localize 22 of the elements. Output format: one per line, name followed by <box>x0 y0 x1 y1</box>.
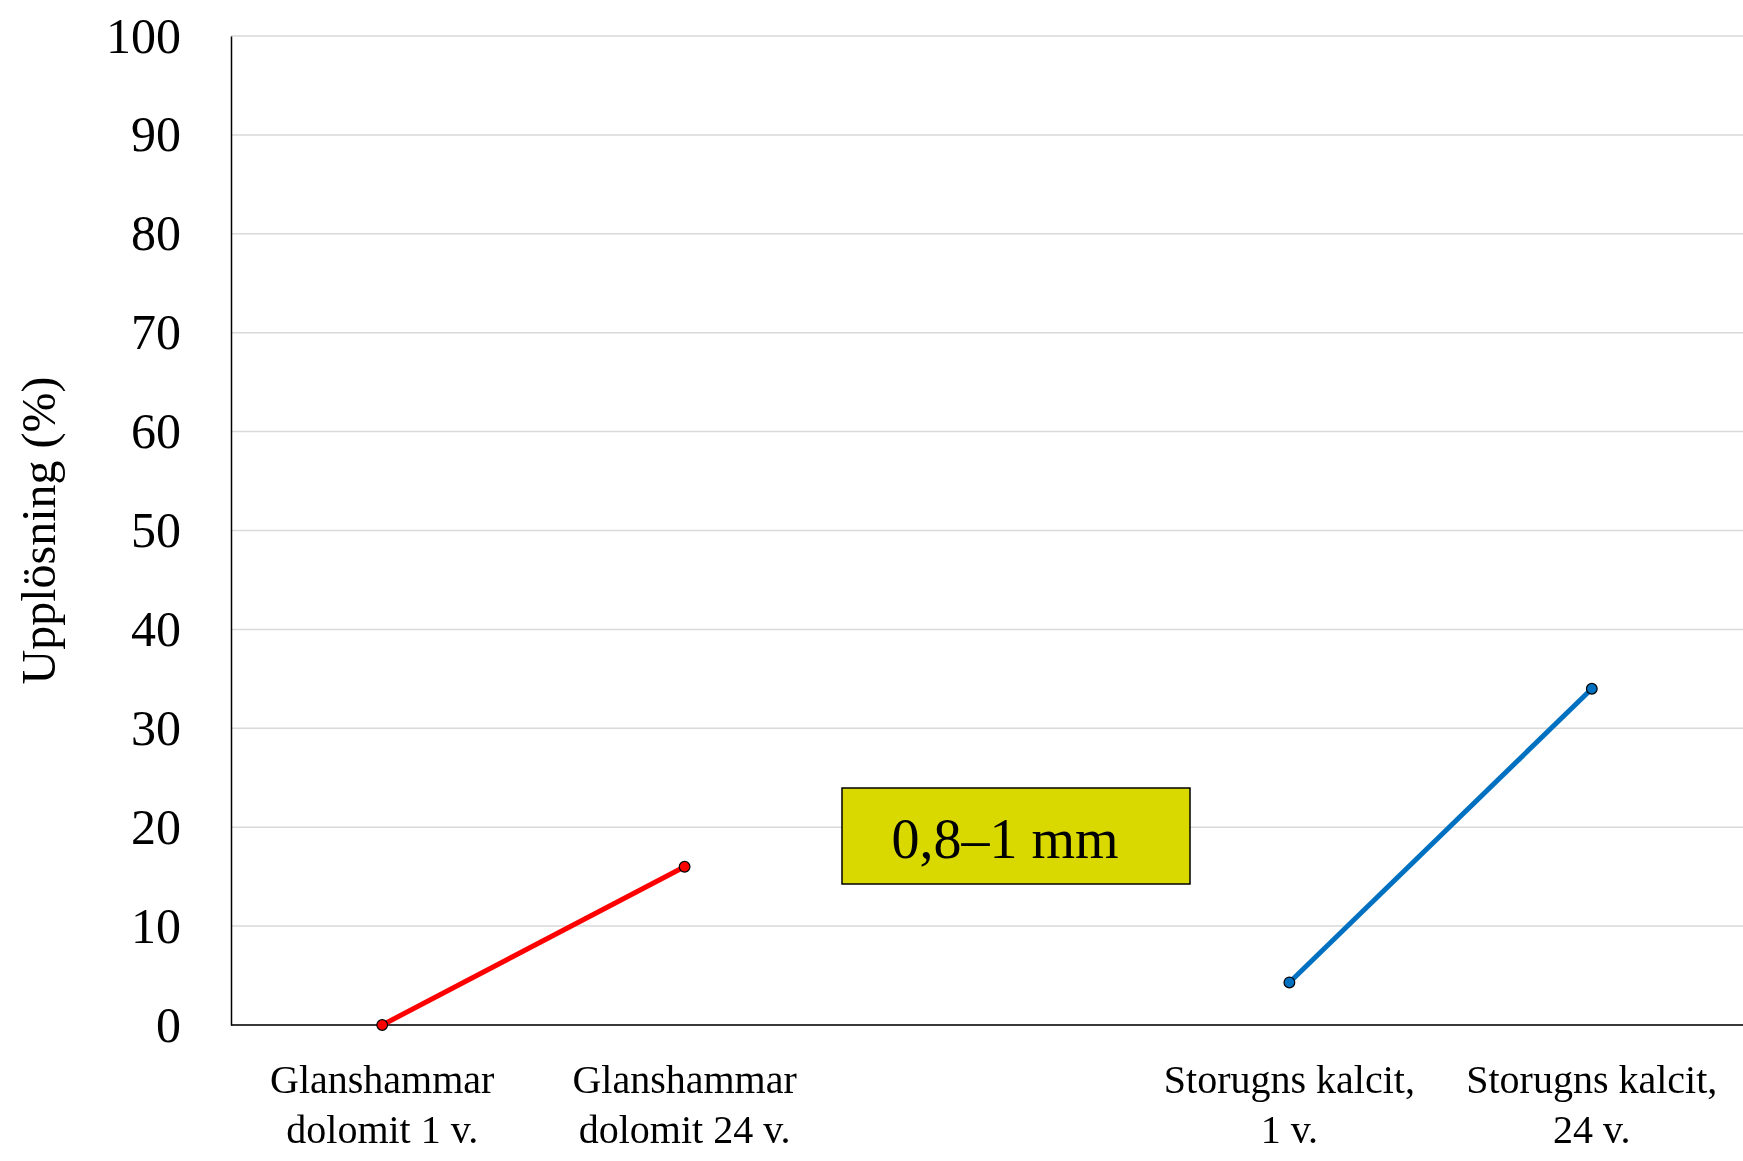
point <box>376 1019 389 1031</box>
y-tick-label: 70 <box>131 304 181 361</box>
y-tick-label: 40 <box>131 600 181 657</box>
y-tick-label: 80 <box>131 205 181 262</box>
x-tick-label: Storugns kalcit, 1 v. <box>1163 1057 1415 1153</box>
y-tick-label: 20 <box>131 798 181 855</box>
x-tick-label: Glanshammar dolomit 24 v. <box>572 1057 797 1153</box>
point <box>1585 682 1598 695</box>
annotation: 0,8–1 mm <box>891 808 1119 870</box>
label-box: 0,8–1 mm <box>841 787 1191 885</box>
y-tick-label: 30 <box>131 699 181 756</box>
x-tick-label: Glanshammar dolomit 1 v. <box>270 1057 495 1153</box>
y-tick-label: 0 <box>156 996 181 1053</box>
y-tick-label: 90 <box>131 106 181 163</box>
y-tick-label: 60 <box>131 403 181 460</box>
x-tick-label: Storugns kalcit, 24 v. <box>1466 1057 1718 1153</box>
y-tick-label: 100 <box>106 7 181 64</box>
y-tick-label: 10 <box>131 897 181 954</box>
point <box>678 860 691 873</box>
point <box>1283 976 1296 989</box>
y-axis-title: Upplösning (%) <box>12 376 66 685</box>
y-tick-label: 50 <box>131 502 181 558</box>
